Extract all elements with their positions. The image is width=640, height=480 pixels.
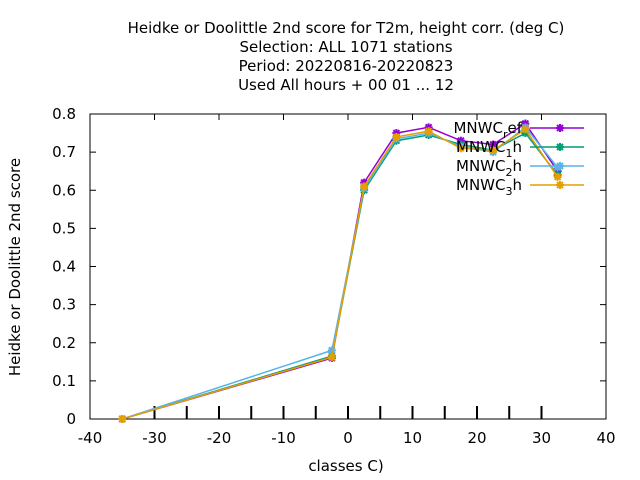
legend-marker [556,162,564,170]
title-line-4: Used All hours + 00 01 ... 12 [238,76,454,94]
legend-marker [556,124,564,132]
data-point [521,125,530,134]
legend-entry-MNWC_ref: MNWCref [453,119,584,141]
y-tick-label: 0.1 [52,372,76,390]
y-tick-label: 0 [66,410,76,428]
x-axis-label: classes C) [308,457,383,475]
x-tick-labels: -40 -30 -20 -10 0 10 20 30 40 [78,429,616,447]
y-tick-label: 0.3 [52,296,76,314]
legend-label: MNWC2h [456,157,522,179]
legend-entry-MNWC_3h: MNWC3h [456,176,584,198]
y-tick-label: 0.8 [52,105,76,123]
data-point [327,353,336,362]
title-line-3: Period: 20220816-20220823 [239,57,454,75]
legend-label: MNWCref [453,119,522,141]
title-line-2: Selection: ALL 1071 stations [239,38,452,56]
x-tick-label: 20 [467,429,486,447]
legend-marker [556,181,564,189]
legend-label: MNWC3h [456,176,522,198]
x-tick-label: -20 [207,429,232,447]
chart-title: Heidke or Doolittle 2nd score for T2m, h… [128,19,565,94]
legend-marker [556,143,564,151]
data-point [392,132,401,141]
data-point [456,144,465,153]
data-point [360,182,369,191]
data-point [424,127,433,136]
title-line-1: Heidke or Doolittle 2nd score for T2m, h… [128,19,565,37]
legend-label: MNWC1h [456,138,522,160]
y-tick-labels: 0 0.1 0.2 0.3 0.4 0.5 0.6 0.7 0.8 [52,105,76,428]
y-tick-label: 0.4 [52,258,76,276]
y-tick-label: 0.2 [52,334,76,352]
legend-entry-MNWC_2h: MNWC2h [456,157,584,179]
data-point [489,146,498,155]
x-tick-label: -30 [142,429,167,447]
y-axis-label: Heidke or Doolittle 2nd score [6,158,24,376]
data-point [327,346,336,355]
series-lines [118,119,562,423]
legend-entry-MNWC_1h: MNWC1h [456,138,584,160]
x-tick-label: 40 [596,429,615,447]
series-MNWC_3h [118,125,562,423]
x-tick-label: -10 [271,429,296,447]
x-tick-label: 0 [343,429,353,447]
data-point [118,415,127,423]
x-tick-label: 30 [532,429,551,447]
y-tick-label: 0.5 [52,219,76,237]
x-tick-label: -40 [78,429,103,447]
y-tick-label: 0.6 [52,181,76,199]
minor-ticks [153,406,543,419]
data-point [553,172,562,181]
x-tick-label: 10 [403,429,422,447]
y-tick-label: 0.7 [52,143,76,161]
